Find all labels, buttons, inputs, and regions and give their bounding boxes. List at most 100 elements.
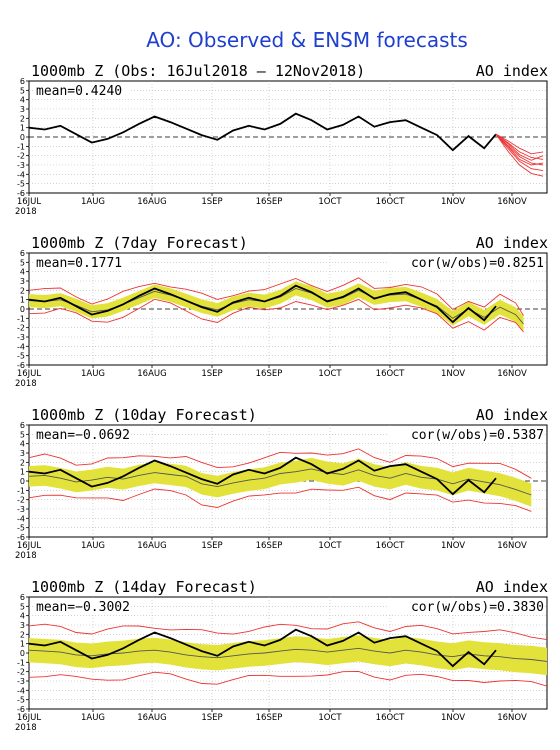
x-tick-label: 1OCT	[318, 369, 342, 379]
y-tick-label: -6	[17, 533, 25, 542]
y-tick-label: -4	[17, 342, 25, 351]
panel-right-title: AO index	[476, 234, 548, 252]
y-tick-label: 6	[20, 593, 25, 602]
x-tick-label: 16SEP	[256, 197, 283, 207]
figure-title: AO: Observed & ENSM forecasts	[146, 28, 468, 52]
y-tick-label: -2	[17, 496, 25, 505]
x-tick-label: 16AUG	[137, 197, 166, 207]
x-tick-label: 1SEP	[201, 713, 222, 723]
y-tick-label: 0	[20, 649, 25, 658]
y-tick-label: -1	[17, 314, 25, 323]
panel-title: 1000mb Z (14day Forecast)	[31, 578, 257, 596]
x-tick-label: 16JUL	[17, 197, 42, 207]
correlation-box-bg	[388, 599, 545, 614]
mean-label: mean=−0.0692	[36, 428, 130, 443]
correlation-label: cor(w/obs)=0.5387	[411, 428, 544, 443]
panel-right-title: AO index	[476, 62, 548, 80]
panel-title: 1000mb Z (7day Forecast)	[31, 234, 248, 252]
observed-line	[28, 284, 497, 324]
ensemble-member-line	[495, 133, 544, 161]
mean-box-bg	[33, 83, 129, 98]
y-tick-label: -4	[17, 686, 25, 695]
envelope-upper-line	[28, 621, 548, 641]
y-tick-label: -6	[17, 189, 25, 198]
mean-box-bg	[33, 599, 129, 614]
x-tick-label: 1SEP	[201, 541, 222, 551]
mean-box: mean=0.1771	[33, 255, 129, 271]
ensemble-member-line	[495, 133, 544, 160]
x-tick-label: 16NOV	[497, 197, 527, 207]
y-tick-label: -5	[17, 180, 25, 189]
y-tick-label: 3	[20, 105, 25, 114]
x-tick-label: 1OCT	[318, 197, 342, 207]
x-tick-label: 1NOV	[441, 369, 465, 379]
panel-title: 1000mb Z (Obs: 16Jul2018 – 12Nov2018)	[31, 62, 365, 80]
mean-label: mean=0.1771	[36, 256, 122, 271]
envelope-lower-line	[28, 298, 524, 333]
x-tick-label: 16SEP	[256, 541, 283, 551]
year-label: 2018	[15, 723, 37, 733]
mean-box: mean=−0.0692	[33, 427, 130, 443]
y-tick-label: -3	[17, 505, 25, 514]
correlation-label: cor(w/obs)=0.3830	[411, 600, 544, 615]
y-tick-label: 2	[20, 630, 25, 639]
x-tick-label: 16OCT	[376, 713, 405, 723]
spread-band	[29, 281, 524, 332]
correlation-box: cor(w/obs)=0.8251	[388, 255, 545, 271]
mean-box-bg	[33, 255, 129, 270]
x-tick-label: 16SEP	[256, 713, 283, 723]
y-tick-label: 2	[20, 114, 25, 123]
y-tick-label: 6	[20, 77, 25, 86]
y-tick-label: 1	[20, 296, 25, 305]
observed-line	[28, 628, 497, 668]
y-tick-label: -3	[17, 677, 25, 686]
x-tick-label: 16AUG	[137, 541, 166, 551]
gridlines	[29, 81, 547, 193]
y-tick-label: 5	[20, 602, 25, 611]
observed-line	[28, 456, 497, 496]
y-tick-label: -6	[17, 705, 25, 714]
y-tick-label: 1	[20, 640, 25, 649]
y-tick-label: -4	[17, 514, 25, 523]
spread-band	[29, 457, 532, 507]
year-label: 2018	[15, 551, 37, 561]
observed-line	[28, 112, 497, 152]
y-tick-label: -5	[17, 524, 25, 533]
ensemble-member-line	[495, 133, 544, 166]
x-tick-label: 1OCT	[318, 541, 342, 551]
correlation-box: cor(w/obs)=0.5387	[388, 427, 545, 443]
y-tick-label: 4	[20, 612, 25, 621]
mean-box-bg	[33, 427, 129, 442]
y-tick-label: 3	[20, 621, 25, 630]
y-tick-label: 6	[20, 249, 25, 258]
correlation-box-bg	[388, 255, 545, 270]
y-tick-label: -3	[17, 333, 25, 342]
x-tick-label: 16AUG	[137, 713, 166, 723]
y-tick-label: -2	[17, 152, 25, 161]
y-tick-label: -6	[17, 361, 25, 370]
mean-box: mean=0.4240	[33, 83, 129, 99]
x-tick-label: 1NOV	[441, 713, 465, 723]
panel-forecast10: 1000mb Z (10day Forecast) AO index 6543210…	[15, 406, 548, 561]
y-tick-label: 4	[20, 268, 25, 277]
x-tick-label: 16JUL	[17, 713, 42, 723]
x-tick-label: 16SEP	[256, 369, 283, 379]
x-tick-label: 1SEP	[201, 369, 222, 379]
x-tick-label: 1AUG	[81, 369, 105, 379]
forecast-mean-line	[28, 468, 532, 496]
x-tick-label: 16OCT	[376, 541, 405, 551]
y-tick-label: 4	[20, 440, 25, 449]
y-tick-label: -2	[17, 324, 25, 333]
envelope-upper-line	[28, 277, 524, 316]
y-tick-label: 2	[20, 458, 25, 467]
correlation-box: cor(w/obs)=0.3830	[388, 599, 545, 615]
y-tick-label: -1	[17, 658, 25, 667]
y-tick-label: 3	[20, 449, 25, 458]
y-tick-label: -3	[17, 161, 25, 170]
forecast-mean-line	[28, 647, 548, 662]
x-tick-label: 16NOV	[497, 541, 527, 551]
x-tick-label: 16JUL	[17, 369, 42, 379]
y-tick-label: -5	[17, 352, 25, 361]
y-tick-label: 0	[20, 305, 25, 314]
